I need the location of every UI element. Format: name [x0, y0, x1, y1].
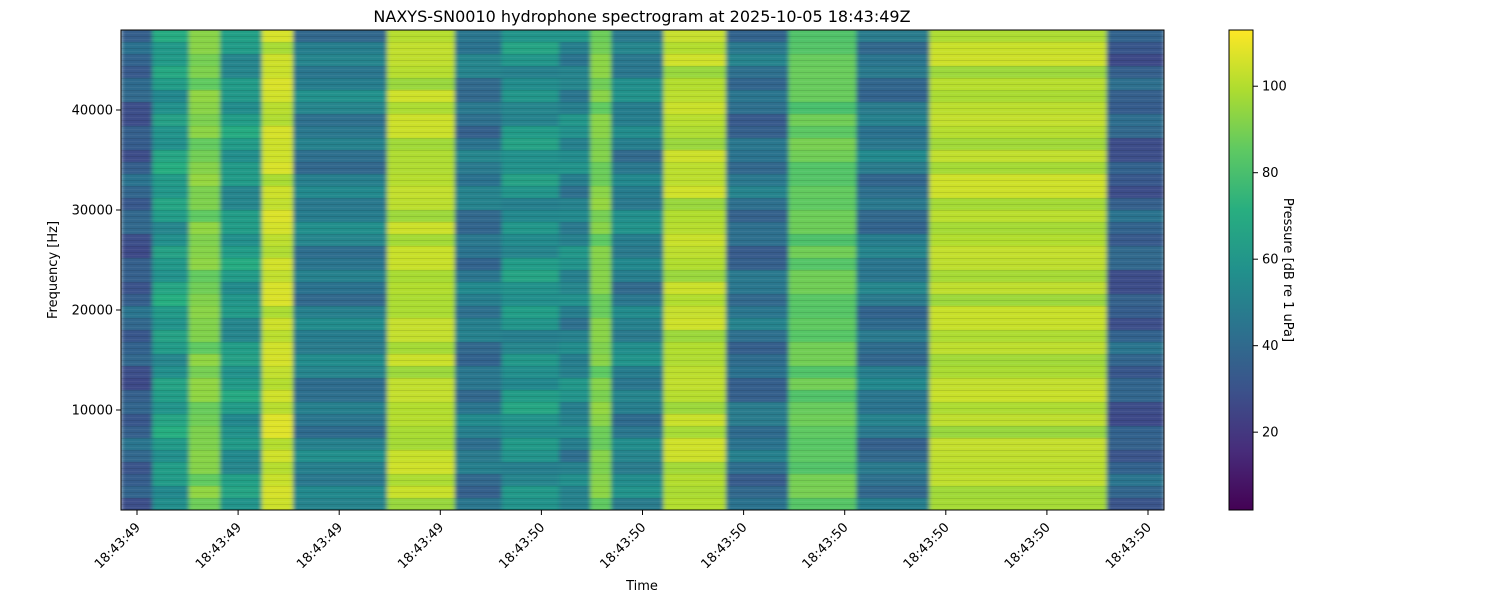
colorbar-tick-label: 80	[1262, 166, 1279, 181]
spectral-texture	[121, 30, 1164, 510]
y-axis: 10000 20000 30000 40000	[72, 104, 121, 419]
colorbar-tick-label: 40	[1262, 339, 1279, 354]
y-axis-label: Frequency [Hz]	[46, 221, 61, 319]
x-tick-label: 18:43:49	[193, 520, 245, 572]
x-tick-label: 18:43:50	[800, 520, 852, 572]
colorbar-axis: 20 40 60 80 100	[1253, 80, 1287, 441]
y-tick-label: 40000	[72, 104, 113, 119]
x-axis-label: Time	[625, 579, 658, 594]
y-tick-label: 10000	[72, 404, 113, 419]
x-tick-label: 18:43:49	[294, 520, 346, 572]
x-tick-label: 18:43:50	[597, 520, 649, 572]
x-tick-label: 18:43:50	[699, 520, 751, 572]
y-tick-label: 20000	[72, 304, 113, 319]
x-axis: 18:43:49 18:43:49 18:43:49 18:43:49 18:43:50…	[92, 510, 1155, 572]
chart-title: NAXYS-SN0010 hydrophone spectrogram at 2…	[373, 7, 910, 26]
colorbar-label: Pressure [dB re 1 uPa]	[1280, 198, 1295, 342]
colorbar-tick-label: 100	[1262, 80, 1287, 95]
x-tick-label: 18:43:49	[92, 520, 144, 572]
colorbar	[1228, 29, 1254, 511]
x-tick-label: 18:43:50	[1002, 520, 1054, 572]
x-tick-label: 18:43:50	[496, 520, 548, 572]
x-tick-label: 18:43:50	[901, 520, 953, 572]
x-tick-label: 18:43:49	[395, 520, 447, 572]
y-tick-label: 30000	[72, 204, 113, 219]
colorbar-tick-label: 60	[1262, 253, 1279, 268]
colorbar-tick-label: 20	[1262, 426, 1279, 441]
x-tick-label: 18:43:50	[1103, 520, 1155, 572]
